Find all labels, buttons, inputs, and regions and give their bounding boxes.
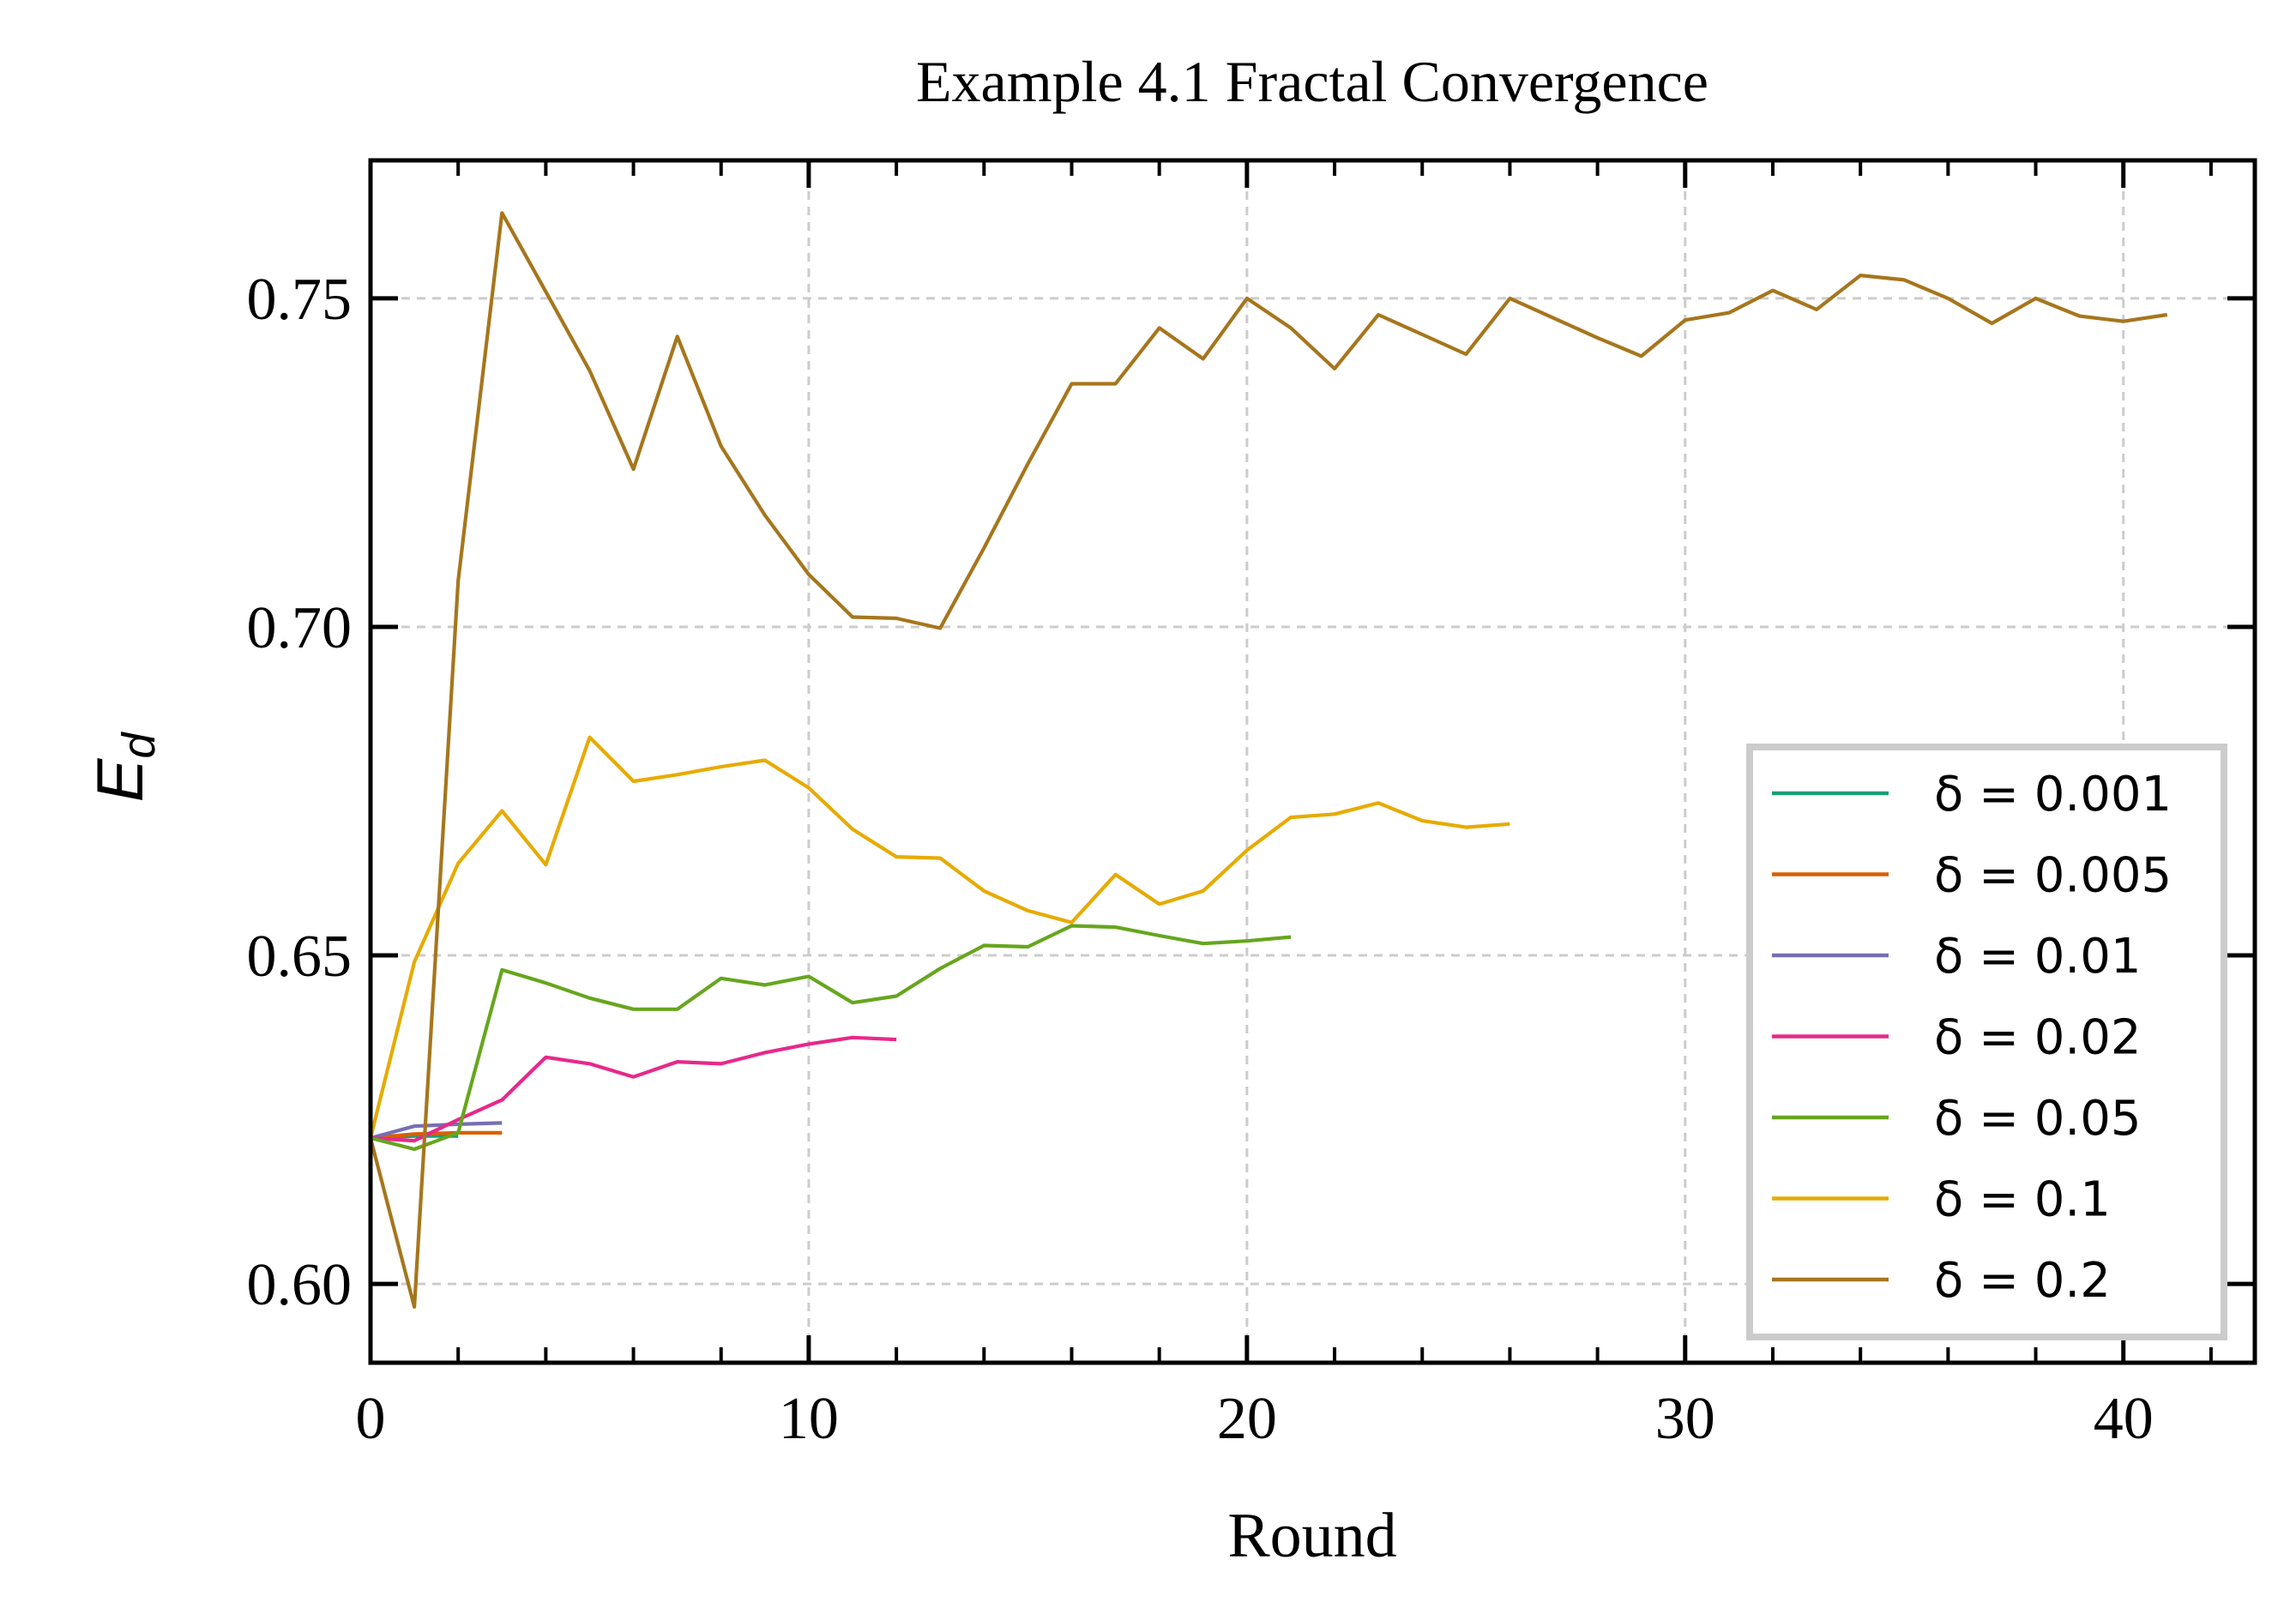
legend: δ = 0.001 δ = 0.005 δ = 0.01 δ = 0.02 δ = 0.… bbox=[1746, 744, 2227, 1340]
plot-frame bbox=[368, 158, 2257, 1365]
tick-layer: 0 10 20 30 40 0.60 0.65 0.70 0.75 bbox=[247, 160, 2255, 1452]
x-tick-label: 20 bbox=[1217, 1386, 1277, 1452]
legend-label: δ = 0.02 bbox=[1934, 1010, 2141, 1066]
y-tick-label: 0.70 bbox=[247, 595, 353, 661]
series-layer bbox=[368, 211, 2168, 1310]
grid-layer bbox=[371, 160, 2255, 1363]
y-axis-label-text: Ed bbox=[84, 732, 165, 803]
chart-title: Example 4.1 Fractal Convergence bbox=[916, 49, 1708, 114]
series-line bbox=[370, 1130, 503, 1141]
series-line bbox=[370, 924, 1292, 1152]
legend-label: δ = 0.05 bbox=[1934, 1091, 2141, 1147]
y-tick-label: 0.75 bbox=[247, 267, 353, 333]
legend-label: δ = 0.1 bbox=[1934, 1172, 2111, 1228]
series-line bbox=[368, 735, 1510, 1139]
y-axis-label-main: E bbox=[84, 757, 157, 802]
legend-box bbox=[1746, 744, 2227, 1340]
series-line bbox=[370, 1121, 503, 1141]
y-tick-label: 0.65 bbox=[247, 924, 353, 990]
x-tick-label: 30 bbox=[1655, 1386, 1715, 1452]
legend-label: δ = 0.01 bbox=[1934, 929, 2141, 985]
y-axis-label-sub: d bbox=[113, 732, 165, 759]
legend-label: δ = 0.001 bbox=[1934, 767, 2172, 822]
y-axis-label: Ed bbox=[84, 732, 165, 803]
series-line bbox=[370, 1035, 897, 1143]
legend-label: δ = 0.005 bbox=[1934, 848, 2172, 904]
x-tick-label: 40 bbox=[2094, 1386, 2154, 1452]
x-tick-label: 0 bbox=[356, 1386, 386, 1452]
x-axis-label: Round bbox=[1227, 1501, 1396, 1571]
legend-items: δ = 0.001 δ = 0.005 δ = 0.01 δ = 0.02 δ = 0.… bbox=[1772, 767, 2172, 1309]
legend-label: δ = 0.2 bbox=[1934, 1253, 2111, 1309]
series-line bbox=[368, 211, 2168, 1310]
x-tick-label: 10 bbox=[779, 1386, 839, 1452]
y-tick-label: 0.60 bbox=[247, 1252, 353, 1318]
